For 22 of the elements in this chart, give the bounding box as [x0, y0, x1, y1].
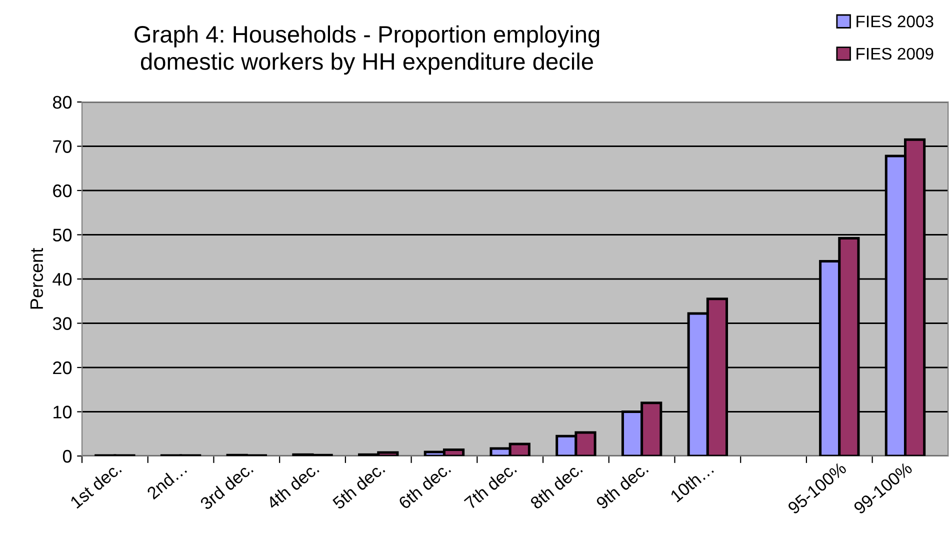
y-axis-title: Percent [30, 248, 44, 309]
y-tick-label: 10 [54, 406, 72, 418]
y-tick-label: 80 [52, 96, 72, 109]
x-tick-label: 4th dec. [265, 462, 320, 510]
x-tick-label: 5th dec. [332, 462, 386, 510]
y-tick-label: 60 [53, 184, 72, 198]
x-tick-label: 7th dec. [463, 462, 518, 510]
legend-label: FIES 2003 [856, 16, 934, 28]
chart-title: Graph 4: Households - Proportion employing domestic workers by HH expenditure decile [134, 25, 600, 75]
x-tick-label: 2nd… [146, 462, 188, 500]
x-tick-label: 8th dec. [529, 462, 583, 510]
y-tick-label: 20 [53, 361, 72, 374]
legend-label: FIES 2009 [856, 48, 934, 60]
y-tick-label: 50 [52, 228, 72, 242]
y-tick-label: 40 [52, 272, 72, 286]
x-tick-label: 6th dec. [398, 462, 452, 510]
x-tick-label: 9th dec. [595, 462, 649, 510]
x-tick-label: 1st dec. [69, 462, 122, 509]
y-tick-label: 70 [53, 140, 72, 153]
x-tick-label: 3rd dec. [199, 462, 254, 510]
y-tick-label: 0 [62, 450, 72, 463]
y-tick-label: 30 [52, 317, 72, 330]
